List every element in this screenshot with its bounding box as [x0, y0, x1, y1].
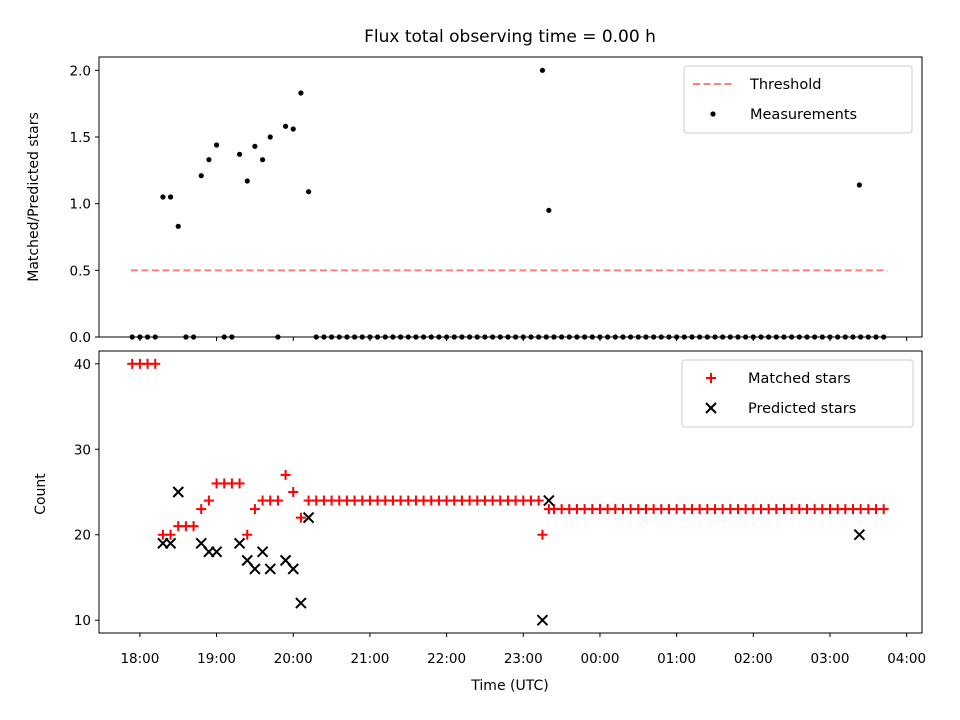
legend-predicted-swatch [705, 402, 717, 414]
x-tick-label: 01:00 [657, 651, 696, 667]
legend-matched-swatch [706, 373, 716, 383]
matched-stars-point [249, 504, 260, 515]
top-x-axis [139, 337, 908, 341]
predicted-stars-point [233, 537, 246, 549]
legend-box [681, 359, 914, 428]
measurement-point [236, 151, 243, 157]
top-y-axis: 0.0 0.5 1.0 1.5 2.0 [70, 63, 99, 346]
matched-stars-point [188, 521, 199, 532]
y-tick-label: 1.5 [70, 130, 91, 146]
measurement-point [160, 194, 166, 200]
x-tick-label: 03:00 [811, 651, 850, 667]
y-tick-label: 0.0 [70, 330, 91, 346]
predicted-stars-point [853, 529, 866, 541]
matched-stars-point [878, 504, 889, 515]
x-tick-label: 23:00 [504, 651, 543, 667]
x-tick-label: 21:00 [350, 651, 389, 667]
measurement-point [546, 207, 552, 213]
bottom-x-axis: 18:00 19:00 20:00 21:00 22:00 23:00 00:00 01:00… [120, 633, 926, 667]
top-plot-frame [98, 56, 923, 338]
y-tick-label: 40 [74, 357, 91, 373]
bottom-y-axis: 10 20 30 40 [74, 357, 99, 629]
measurement-point [298, 90, 304, 96]
x-tick-label: 02:00 [734, 651, 773, 667]
matched-stars-point [203, 495, 214, 506]
matched-stars-point [288, 487, 299, 497]
matched-stars-point [537, 529, 548, 540]
measurement-point [167, 194, 174, 200]
counts-panel: Count Time (UTC) 10 20 30 40 18:00 19:00 20:0… [33, 350, 926, 694]
measurement-point [856, 182, 862, 188]
y-tick-label: 0.5 [70, 263, 91, 279]
matched-stars-point [234, 478, 245, 489]
measurement-point [244, 178, 250, 184]
flux-ratio-panel: Flux total observing time = 0.00 h Match… [26, 27, 923, 346]
x-tick-label: 19:00 [197, 651, 236, 667]
legend-box [683, 65, 913, 134]
measurement-point [282, 123, 289, 129]
x-tick-label: 18:00 [120, 651, 159, 667]
x-tick-label: 20:00 [274, 651, 313, 667]
predicted-stars-point [536, 614, 549, 626]
bottom-y-axis-label: Count [33, 473, 49, 515]
matched-stars-point [242, 529, 253, 540]
legend-measurement-swatch [710, 111, 716, 117]
x-tick-label: 00:00 [581, 651, 620, 667]
predicted-stars-point [249, 563, 261, 575]
matched-stars-point [533, 495, 544, 506]
measurement-point [175, 223, 181, 229]
legend-label: Measurements [750, 107, 857, 123]
predicted-stars-point [543, 494, 555, 507]
measurement-point [198, 173, 204, 179]
y-tick-label: 30 [74, 442, 91, 458]
predicted-stars-point [264, 563, 276, 575]
matched-stars-point [165, 529, 176, 540]
top-legend: Threshold Measurements [683, 65, 913, 134]
predicted-stars-point [295, 597, 307, 609]
predicted-stars-point [164, 537, 177, 549]
measurement-point [539, 67, 546, 73]
measurement-point [213, 142, 220, 148]
predicted-stars-point [256, 546, 269, 558]
top-y-axis-label: Matched/Predicted stars [26, 112, 42, 282]
matched-stars-point [150, 358, 161, 369]
x-tick-label: 22:00 [427, 651, 466, 667]
matched-stars-point [295, 512, 306, 523]
measurement-point [290, 126, 296, 132]
measurement-point [206, 157, 212, 163]
legend-label: Threshold [749, 77, 821, 93]
y-tick-label: 10 [74, 613, 91, 629]
bottom-legend: Matched stars Predicted stars [681, 359, 914, 428]
legend-label: Predicted stars [748, 401, 856, 417]
y-tick-label: 20 [74, 528, 91, 544]
legend-label: Matched stars [748, 371, 851, 387]
predicted-stars-point [210, 546, 223, 558]
y-tick-label: 1.0 [70, 197, 91, 213]
predicted-stars-point [172, 486, 184, 498]
bottom-plot-frame [98, 350, 923, 634]
bottom-plot-marks [127, 358, 889, 626]
y-tick-label: 2.0 [70, 63, 91, 79]
matched-stars-point [196, 504, 207, 515]
measurement-point [267, 134, 273, 140]
measurement-point [252, 143, 258, 149]
chart-title: Flux total observing time = 0.00 h [364, 27, 656, 47]
predicted-stars-point [287, 563, 299, 575]
matched-stars-point [272, 495, 283, 506]
predicted-stars-point [302, 511, 315, 524]
matched-stars-point [280, 469, 291, 480]
measurement-point [259, 157, 266, 163]
x-tick-label: 04:00 [887, 651, 926, 667]
measurement-point [305, 189, 312, 195]
bottom-x-axis-label: Time (UTC) [470, 678, 548, 694]
